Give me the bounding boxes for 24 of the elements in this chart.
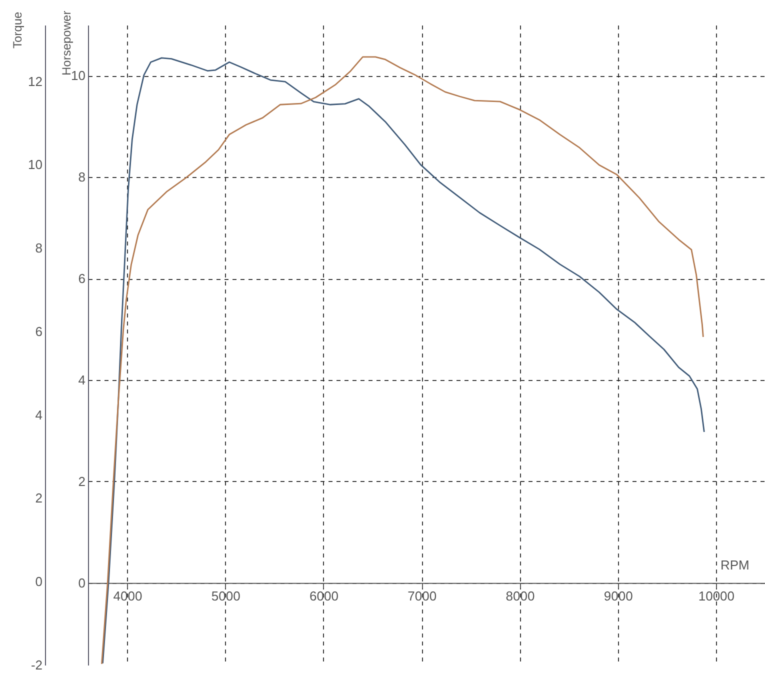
y-tick-label: 10	[28, 157, 42, 172]
y2-axis-title: Horsepower	[60, 10, 74, 76]
y-tick-label: 0	[35, 574, 42, 590]
x-tick-label: 6000	[310, 588, 338, 604]
x-tick-label: 8000	[506, 588, 535, 604]
x-tick-label: 10000	[698, 588, 735, 604]
y2-tick-label: 4	[78, 372, 86, 388]
y2-tick-label: 2	[78, 474, 86, 489]
y-tick-label: -2	[30, 658, 42, 672]
y-tick-label: 6	[35, 324, 42, 339]
y2-tick-label: 6	[78, 271, 86, 286]
x-tick-label: 5000	[211, 588, 240, 604]
y-tick-label: 2	[35, 490, 42, 506]
x-tick-label: 7000	[408, 588, 437, 604]
x-tick-label: 4000	[113, 588, 142, 604]
y-tick-label: 8	[35, 240, 42, 256]
x-tick-label: 9000	[604, 588, 633, 604]
y-tick-label: 12	[28, 74, 42, 89]
x-axis-title: RPM	[720, 557, 750, 572]
y2-tick-label: 0	[78, 575, 86, 590]
y-tick-label: 4	[35, 407, 42, 422]
y2-tick-label: 8	[78, 170, 86, 185]
y-axis-title: Torque	[10, 11, 24, 48]
y2-tick-label: 10	[71, 68, 86, 84]
